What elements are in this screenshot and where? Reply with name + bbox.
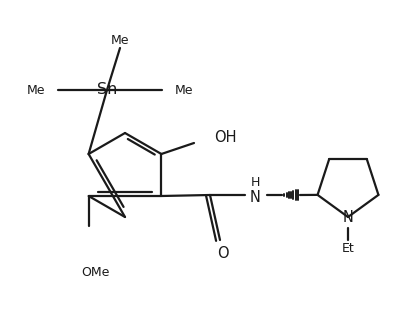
Text: OMe: OMe [81, 265, 109, 278]
Text: N: N [342, 210, 354, 226]
Text: Sn: Sn [97, 82, 117, 98]
Text: Me: Me [175, 83, 193, 96]
Text: OH: OH [214, 131, 237, 145]
Text: N: N [249, 190, 261, 204]
Text: Me: Me [111, 33, 129, 46]
Text: H: H [250, 177, 260, 190]
Text: Et: Et [342, 241, 354, 254]
Text: Me: Me [27, 83, 45, 96]
Text: O: O [217, 246, 229, 262]
